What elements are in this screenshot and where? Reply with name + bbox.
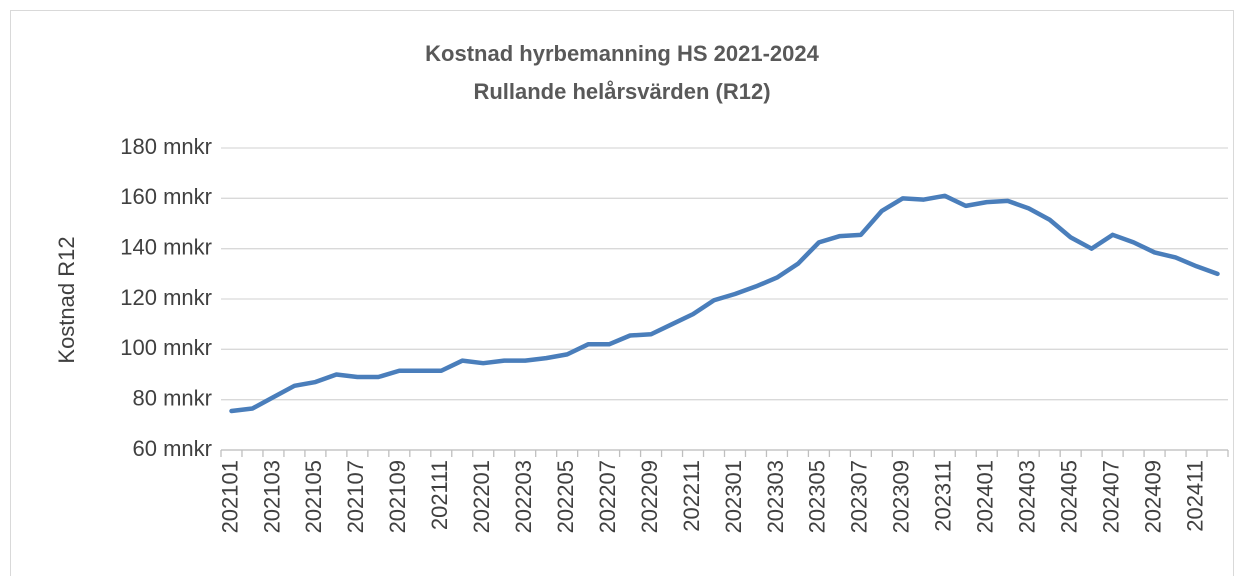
x-tick-label: 202311: [931, 460, 956, 532]
x-tick-label: 202405: [1056, 460, 1081, 533]
x-tick-label: 202203: [511, 460, 536, 533]
x-tick-label: 202105: [301, 460, 326, 533]
x-tick-label: 202101: [217, 460, 242, 533]
x-tick-label: 202201: [469, 460, 494, 533]
x-tick-label: 202207: [595, 460, 620, 533]
y-axis-title: Kostnad R12: [54, 236, 79, 363]
x-tick-label: 202407: [1098, 460, 1123, 533]
x-tick-label: 202307: [847, 460, 872, 533]
y-tick-label: 60 mnkr: [133, 436, 212, 461]
x-tick-label: 202411: [1182, 460, 1207, 532]
x-tick-label: 202301: [721, 460, 746, 533]
x-tick-label: 202303: [763, 460, 788, 533]
x-tick-label: 202305: [805, 460, 830, 533]
y-tick-label: 120 mnkr: [120, 285, 212, 310]
x-tick-label: 202401: [973, 460, 998, 533]
chart-frame: [10, 10, 1234, 576]
data-line: [229, 193, 1220, 414]
y-tick-label: 160 mnkr: [120, 184, 212, 209]
x-tick-label: 202409: [1140, 460, 1165, 533]
x-tick-label: 202103: [259, 460, 284, 533]
y-tick-label: 100 mnkr: [120, 335, 212, 360]
x-tick-label: 202205: [553, 460, 578, 533]
y-tick-label: 180 mnkr: [120, 134, 212, 159]
x-tick-label: 202309: [889, 460, 914, 533]
x-tick-label: 202109: [385, 460, 410, 533]
x-tick-label: 202211: [679, 460, 704, 532]
y-tick-label: 80 mnkr: [133, 385, 212, 410]
x-tick-label: 202209: [637, 460, 662, 533]
y-tick-label: 140 mnkr: [120, 234, 212, 259]
chart-title: Kostnad hyrbemanning HS 2021-2024: [425, 41, 819, 66]
x-tick-label: 202111: [427, 460, 452, 530]
x-tick-label: 202403: [1015, 460, 1040, 533]
x-tick-label: 202107: [343, 460, 368, 533]
chart-subtitle: Rullande helårsvärden (R12): [473, 79, 770, 104]
